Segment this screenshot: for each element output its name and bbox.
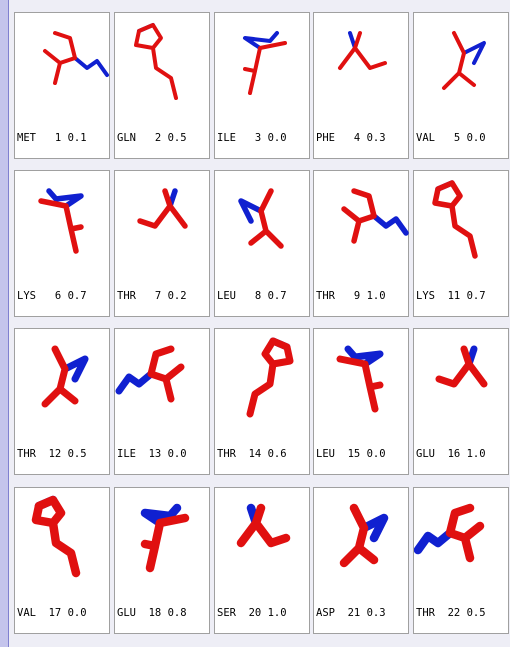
residue-cell: LEU 8 0.7 <box>214 170 310 317</box>
molecule <box>115 13 211 128</box>
residue-label: ASP 21 0.3 <box>316 607 386 619</box>
bond <box>251 191 281 246</box>
molecule <box>15 13 111 128</box>
molecule <box>314 488 410 603</box>
bond <box>41 201 81 251</box>
residue-label: LEU 15 0.0 <box>316 448 386 460</box>
residue-label: THR 22 0.5 <box>416 607 486 619</box>
residue-label: LYS 6 0.7 <box>17 290 87 302</box>
residue-cell: SER 20 1.0 <box>214 487 310 634</box>
bond <box>36 500 76 573</box>
bond <box>45 33 75 83</box>
page: MET 1 0.1 GLN 2 0.5 ILE 3 0.0 PHE 4 0.3 VAL … <box>0 0 510 647</box>
residue-label: THR 14 0.6 <box>217 448 287 460</box>
residue-label: ILE 3 0.0 <box>217 132 287 144</box>
residue-cell: GLN 2 0.5 <box>114 12 210 159</box>
bond <box>241 508 286 543</box>
molecule <box>15 488 111 603</box>
bond <box>75 58 107 75</box>
bond <box>340 33 385 68</box>
residue-label: THR 7 0.2 <box>117 290 187 302</box>
residue-label: GLU 16 1.0 <box>416 448 486 460</box>
bond <box>119 374 151 391</box>
bond <box>151 349 181 399</box>
residue-cell: GLU 18 0.8 <box>114 487 210 634</box>
bond <box>340 359 380 409</box>
residue-cell: LEU 15 0.0 <box>313 328 409 475</box>
residue-label: VAL 17 0.0 <box>17 607 87 619</box>
residue-label: LEU 8 0.7 <box>217 290 287 302</box>
bond <box>250 341 290 414</box>
residue-cell: ILE 3 0.0 <box>214 12 310 159</box>
residue-cell: THR 12 0.5 <box>14 328 110 475</box>
residue-cell: THR 14 0.6 <box>214 328 310 475</box>
residue-cell: THR 22 0.5 <box>413 487 509 634</box>
molecule <box>314 13 410 128</box>
residue-cell: VAL 17 0.0 <box>14 487 110 634</box>
residue-cell: ILE 13 0.0 <box>114 328 210 475</box>
residue-cell: LYS 6 0.7 <box>14 170 110 317</box>
bond <box>245 43 285 93</box>
molecule <box>215 171 311 286</box>
residue-label: THR 12 0.5 <box>17 448 87 460</box>
residue-cell: THR 7 0.2 <box>114 170 210 317</box>
molecule <box>115 488 211 603</box>
residue-cell: PHE 4 0.3 <box>313 12 409 159</box>
side-strip <box>0 0 9 647</box>
molecule <box>314 329 410 444</box>
bond <box>344 191 374 241</box>
molecule <box>15 329 111 444</box>
residue-label: SER 20 1.0 <box>217 607 287 619</box>
residue-label: VAL 5 0.0 <box>416 132 486 144</box>
molecule <box>15 171 111 286</box>
bond <box>241 201 261 221</box>
bond <box>374 216 406 233</box>
molecule <box>414 329 510 444</box>
molecule <box>115 329 211 444</box>
residue-cell: VAL 5 0.0 <box>413 12 509 159</box>
molecule <box>414 171 510 286</box>
molecule <box>414 488 510 603</box>
molecule <box>215 329 311 444</box>
molecule <box>115 171 211 286</box>
residue-cell: LYS 11 0.7 <box>413 170 509 317</box>
bond <box>439 349 484 384</box>
bond <box>136 25 176 98</box>
residue-cell: ASP 21 0.3 <box>313 487 409 634</box>
bond <box>435 183 475 256</box>
residue-label: THR 9 1.0 <box>316 290 386 302</box>
bond <box>145 518 185 568</box>
bond <box>464 43 484 63</box>
residue-cell: MET 1 0.1 <box>14 12 110 159</box>
bond <box>45 349 75 404</box>
residue-label: PHE 4 0.3 <box>316 132 386 144</box>
residue-cell: THR 9 1.0 <box>313 170 409 317</box>
residue-cell: GLU 16 1.0 <box>413 328 509 475</box>
residue-label: MET 1 0.1 <box>17 132 87 144</box>
bond <box>444 33 474 88</box>
bond <box>450 508 480 558</box>
molecule <box>215 13 311 128</box>
residue-label: ILE 13 0.0 <box>117 448 187 460</box>
residue-label: GLU 18 0.8 <box>117 607 187 619</box>
bond <box>418 533 450 550</box>
molecule <box>414 13 510 128</box>
residue-label: GLN 2 0.5 <box>117 132 187 144</box>
bond <box>344 508 374 563</box>
residue-label: LYS 11 0.7 <box>416 290 486 302</box>
bond <box>140 191 185 226</box>
molecule <box>215 488 311 603</box>
molecule <box>314 171 410 286</box>
